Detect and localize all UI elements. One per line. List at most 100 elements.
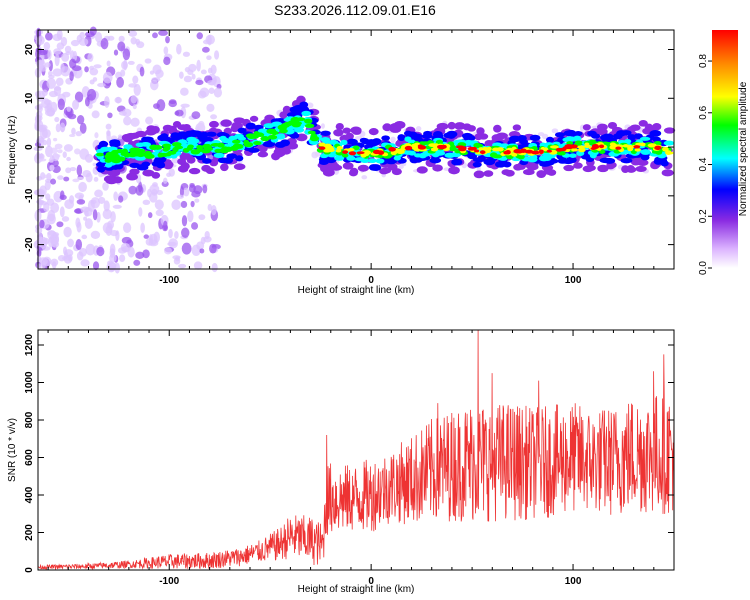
spectrogram-ridge-blob <box>416 166 428 174</box>
spectrogram-noise-blob <box>76 199 86 205</box>
spectrogram-noise-blob <box>36 175 43 181</box>
spectrogram-noise-blob <box>107 112 113 119</box>
spectrogram-ridge-blob <box>196 146 204 153</box>
spectrogram-ridge-blob <box>220 163 229 172</box>
spectrogram-noise-blob <box>210 64 217 75</box>
spectrogram-ridge-blob <box>298 106 310 113</box>
spectrogram-ridge-blob <box>624 139 632 144</box>
snr-marks <box>37 329 675 571</box>
spectrogram-ridge-blob <box>523 168 535 176</box>
spectrogram-ridge-blob <box>121 150 128 155</box>
spectrogram-ridge-blob <box>554 132 565 138</box>
spectrogram-ridge-blob <box>335 122 344 131</box>
spectrogram-noise-blob <box>60 36 68 47</box>
snr-series-line <box>37 329 675 571</box>
spectrogram-noise-blob <box>105 225 113 236</box>
spectrogram-ridge-blob <box>662 147 669 152</box>
spectrogram-noise-blob <box>178 263 187 269</box>
spectrogram-noise-blob <box>84 66 89 73</box>
spectrogram-ridge-blob <box>162 146 170 152</box>
spectrogram-noise-blob <box>123 116 132 126</box>
spectrogram-ridge-blob <box>278 125 288 130</box>
spectrogram-noise-blob <box>120 242 130 253</box>
spectrogram-ridge-blob <box>217 157 228 164</box>
spectrogram-noise-blob <box>37 137 45 143</box>
spectrogram-ridge-blob <box>184 131 196 138</box>
spectrogram-noise-blob <box>176 43 182 55</box>
spectrogram-noise-blob <box>210 114 218 120</box>
spectrogram-noise-blob <box>145 238 154 246</box>
spectrogram-ridge-blob <box>103 175 115 183</box>
spectrogram-y-tick-label: -10 <box>24 188 35 203</box>
spectrogram-noise-blob <box>114 262 121 274</box>
spectrogram-noise-blob <box>85 156 92 162</box>
spectrogram-noise-blob <box>57 175 64 180</box>
spectrogram-ridge-blob <box>598 144 605 149</box>
spectrogram-ridge-blob <box>404 145 413 151</box>
spectrogram-noise-blob <box>50 178 57 185</box>
spectrogram-noise-blob <box>150 79 159 91</box>
spectrogram-noise-blob <box>45 145 53 158</box>
spectrogram-ridge-blob <box>412 134 422 142</box>
spectrogram-ridge-blob <box>325 156 337 164</box>
colorbar-tick-label: 0.8 <box>698 54 709 68</box>
spectrogram-noise-blob <box>59 206 65 218</box>
spectrogram-ridge-blob <box>186 156 196 164</box>
spectrogram-noise-blob <box>163 177 168 184</box>
spectrogram-noise-blob <box>69 58 77 69</box>
spectrogram-ridge-blob <box>635 142 644 146</box>
spectrogram-ridge-blob <box>307 130 316 135</box>
spectrogram-ridge-blob <box>508 131 521 138</box>
spectrogram-y-tick-label: 0 <box>24 144 35 150</box>
spectrogram-ridge-blob <box>536 170 547 178</box>
spectrogram-noise-blob <box>75 130 83 137</box>
spectrogram-noise-blob <box>49 164 55 172</box>
spectrogram-ridge-blob <box>640 154 650 161</box>
spectrogram-ridge-blob <box>196 133 206 139</box>
spectrogram-noise-blob <box>56 221 64 228</box>
spectrogram-noise-blob <box>114 97 122 104</box>
spectrogram-noise-blob <box>209 243 217 254</box>
spectrogram-noise-blob <box>117 41 126 52</box>
snr-y-tick-label: 1000 <box>24 371 35 394</box>
spectrogram-ridge-blob <box>640 149 651 155</box>
spectrogram-noise-blob <box>76 176 84 180</box>
spectrogram-noise-blob <box>181 227 190 238</box>
spectrogram-ridge-blob <box>274 141 286 148</box>
spectrogram-noise-blob <box>193 261 203 270</box>
spectrogram-noise-blob <box>182 51 191 57</box>
spectrogram-ridge-blob <box>531 150 540 155</box>
spectrogram-ridge-blob <box>254 132 263 137</box>
spectrogram-ridge-blob <box>492 147 501 152</box>
snr-y-tick-label: 800 <box>24 411 35 428</box>
spectrogram-noise-blob <box>83 216 88 221</box>
spectrogram-noise-blob <box>181 215 188 227</box>
spectrogram-noise-blob <box>154 199 164 210</box>
spectrogram-ridge-blob <box>598 149 606 154</box>
spectrogram-noise-blob <box>44 109 55 117</box>
spectrogram-ridge-blob <box>478 147 484 151</box>
spectrogram-noise-blob <box>75 217 81 228</box>
spectrogram-ridge-blob <box>519 139 529 145</box>
spectrogram-ridge-blob <box>474 143 484 148</box>
spectrogram-y-label: Frequency (Hz) <box>7 116 18 185</box>
spectrogram-ridge-blob <box>620 158 633 164</box>
snr-plot-area <box>38 330 674 570</box>
spectrogram-noise-blob <box>202 39 211 45</box>
spectrogram-noise-blob <box>69 71 74 82</box>
spectrogram-ridge-blob <box>396 149 405 154</box>
spectrogram-noise-blob <box>62 151 67 159</box>
spectrogram-ridge-blob <box>462 123 472 131</box>
spectrogram-ridge-blob <box>334 156 345 161</box>
spectrogram-ridge-blob <box>602 133 614 140</box>
spectrogram-noise-blob <box>171 199 181 211</box>
spectrogram-noise-blob <box>174 231 179 239</box>
spectrogram-ridge-blob <box>177 131 187 138</box>
spectrogram-ridge-blob <box>404 136 412 142</box>
spectrogram-ridge-blob <box>651 150 660 154</box>
spectrogram-noise-blob <box>136 41 145 49</box>
spectrogram-ridge-blob <box>126 173 138 181</box>
spectrogram-noise-blob <box>90 230 101 239</box>
